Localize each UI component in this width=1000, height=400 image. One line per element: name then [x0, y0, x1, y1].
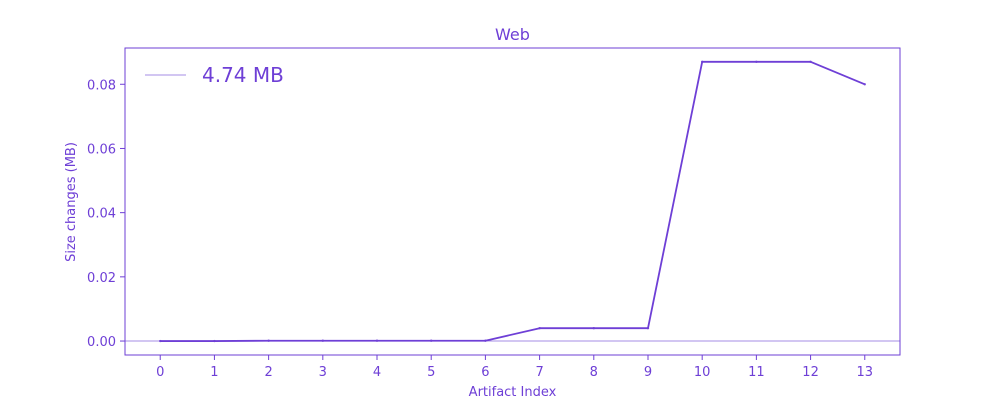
x-tick-label: 9: [644, 365, 652, 380]
x-tick-label: 10: [694, 365, 711, 380]
plot-area: 0 1 2 3 4 5 6 7 8 9 10 11 12 130.000.020.040.060.08 4.…: [87, 47, 901, 380]
data-point: [484, 339, 487, 342]
x-tick-label: 11: [748, 365, 765, 380]
y-tick-label: 0.04: [87, 207, 116, 222]
x-tick-label: 6: [481, 365, 489, 380]
data-point: [700, 60, 704, 64]
x-tick-label: 5: [427, 365, 435, 380]
x-tick-label: 3: [319, 365, 327, 380]
data-point: [159, 339, 162, 343]
x-tick-label: 7: [535, 365, 543, 380]
data-point: [592, 326, 595, 330]
x-tick-label: 8: [590, 365, 598, 380]
data-point: [755, 60, 758, 64]
legend-entry: 4.74 MB: [202, 63, 284, 87]
series-line: [160, 60, 866, 342]
x-tick-label: 1: [210, 365, 218, 380]
chart-title: Web: [495, 25, 530, 44]
data-point: [646, 326, 650, 330]
axes-frame: [124, 47, 901, 356]
data-point: [267, 339, 270, 342]
y-tick-label: 0.02: [87, 271, 116, 286]
x-tick-label: 2: [264, 365, 272, 380]
data-point: [809, 60, 812, 64]
x-tick-label: 0: [156, 365, 164, 380]
data-point: [430, 339, 433, 342]
y-tick-label: 0.00: [87, 335, 116, 350]
y-tick-label: 0.08: [87, 78, 116, 93]
data-point: [863, 83, 866, 86]
data-point: [213, 339, 216, 343]
data-point: [538, 326, 541, 330]
x-axis-label: Artifact Index: [469, 385, 557, 400]
data-point: [375, 339, 379, 342]
x-tick-label: 4: [373, 365, 381, 380]
y-tick-label: 0.06: [87, 142, 116, 157]
y-axis-label: Size changes (MB): [64, 142, 79, 262]
x-tick-label: 12: [802, 365, 819, 380]
data-point: [321, 339, 325, 342]
x-tick-label: 13: [856, 365, 873, 380]
